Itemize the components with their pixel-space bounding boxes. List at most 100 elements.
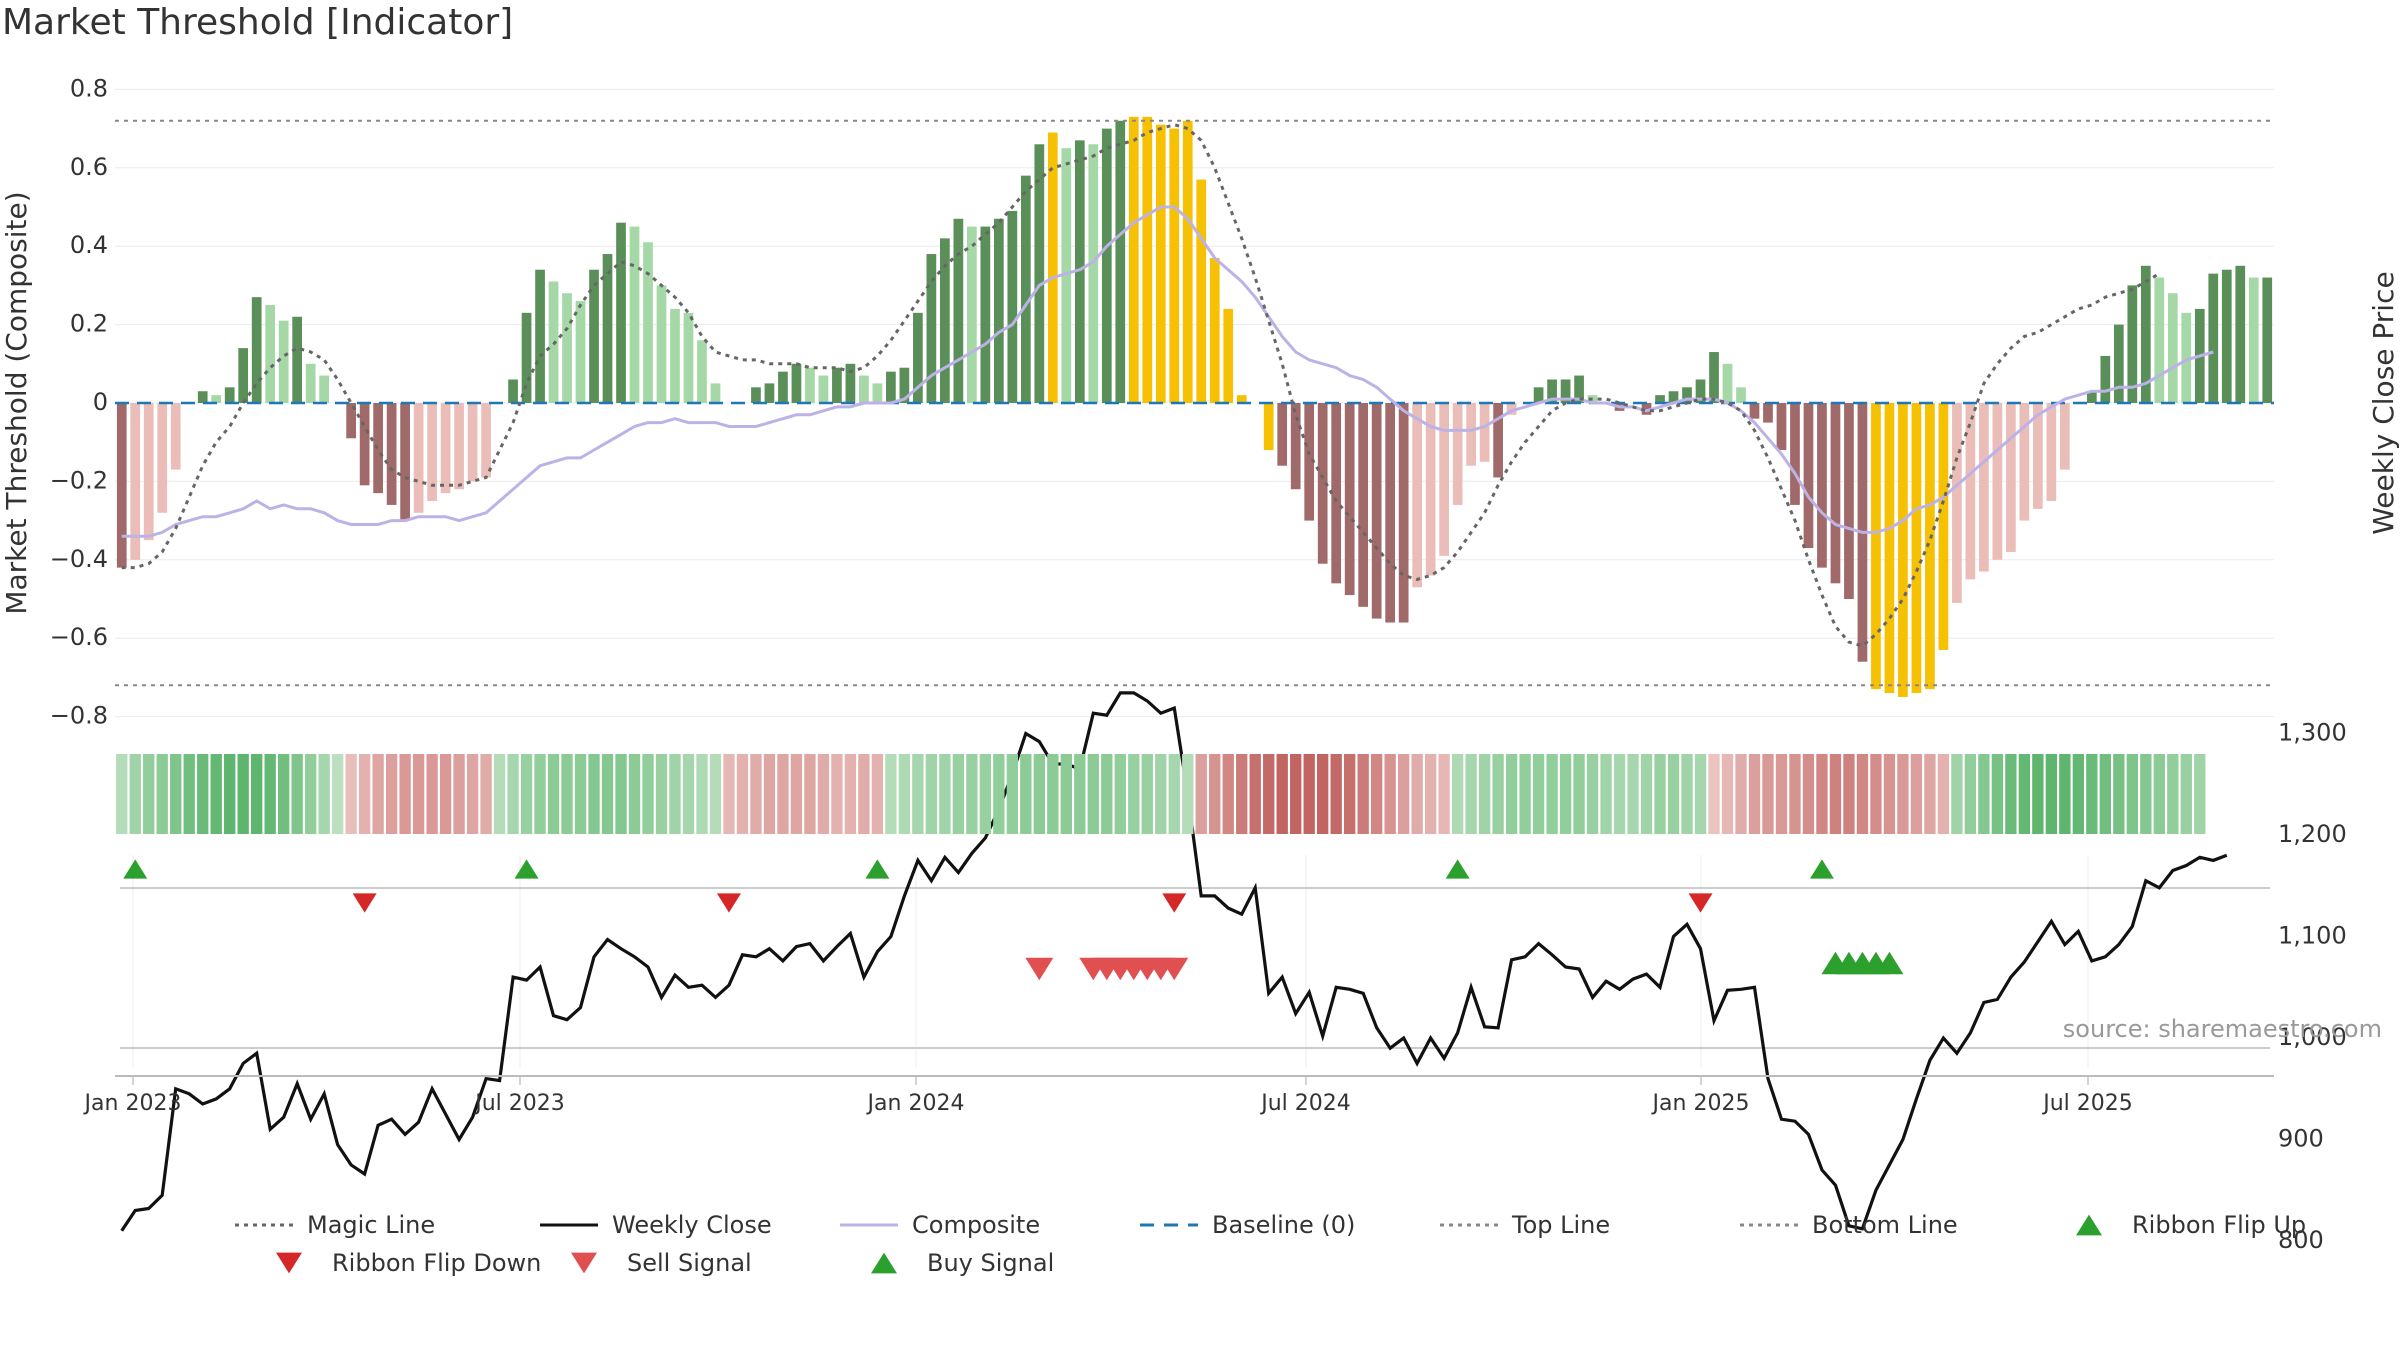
ribbon-cell (1168, 754, 1180, 834)
ribbon-cell (453, 754, 465, 834)
markers-layer (123, 859, 1904, 981)
ribbon-cell (682, 754, 695, 834)
ribbon-cell (1330, 754, 1342, 834)
ribbon-cell (763, 754, 776, 834)
ribbon-cell (898, 754, 911, 834)
ribbon-cell (1586, 754, 1599, 834)
threshold-bar (2208, 273, 2219, 403)
ribbon-cell (426, 754, 438, 834)
threshold-bar (899, 367, 910, 403)
ribbon-cell (1600, 754, 1612, 834)
threshold-bar (346, 403, 356, 439)
legend-swatch (2076, 1214, 2102, 1236)
weekly-close-line (120, 691, 2228, 1232)
ribbon-cell (237, 754, 249, 834)
ribbon-cell (1397, 754, 1410, 834)
threshold-bar (2248, 277, 2259, 403)
ribbon-cell (1897, 754, 1909, 834)
ribbon-cell (885, 754, 897, 834)
legend-item: Weekly Close (540, 1211, 772, 1239)
ribbon-cell (2018, 754, 2031, 834)
ribbon-cell (1344, 754, 1356, 834)
legend-label: Magic Line (307, 1211, 435, 1239)
threshold-bar (1358, 403, 1369, 607)
threshold-bar (265, 305, 276, 403)
threshold-bar (1452, 403, 1463, 505)
threshold-bar (1884, 403, 1895, 694)
ribbon-cell (1222, 754, 1234, 834)
ribbon-cell (844, 754, 857, 834)
ribbon-cell (1478, 754, 1491, 834)
threshold-bar (791, 363, 802, 403)
ribbon-cell (1775, 754, 1788, 834)
y-tick-label: −0.6 (50, 623, 108, 651)
threshold-bar (1493, 403, 1503, 478)
ribbon-cell (561, 754, 573, 834)
x-tick-label: Jan 2024 (866, 1091, 965, 1116)
threshold-bar (1074, 140, 1085, 404)
ribbon-cell (210, 754, 222, 834)
legend-item: Sell Signal (571, 1249, 752, 1277)
ribbon-cell (197, 754, 209, 834)
ribbon-cell (588, 754, 600, 834)
legend-label: Weekly Close (612, 1211, 772, 1239)
y-axis-title: Market Threshold (Composite) (0, 191, 33, 614)
ribbon-cell (1789, 754, 1801, 834)
threshold-bar (197, 391, 208, 403)
ribbon-cell (1910, 754, 1923, 834)
ribbon-cell (129, 754, 141, 834)
threshold-bar (1709, 352, 1719, 403)
ribbon-cell (1033, 754, 1045, 834)
ribbon-cell (399, 754, 411, 834)
ribbon-cell (1438, 754, 1450, 834)
threshold-bar (1776, 403, 1787, 451)
y-tick-label: 0.2 (70, 310, 108, 338)
ribbon-cell (1519, 754, 1531, 834)
ribbon-cell (1236, 754, 1248, 834)
y-tick-label: 0 (93, 388, 108, 416)
ribbon-cell (1694, 754, 1707, 834)
axes-layer: 0.8 0.6 0.4 0.2 0 −0.2 −0.4 −0.6 −0.8 1,300 1,200 1… (0, 74, 2400, 1254)
threshold-bar (1763, 403, 1773, 423)
threshold-bar (1196, 179, 1207, 403)
ribbon-cell (1101, 754, 1113, 834)
threshold-bar (1871, 403, 1881, 690)
threshold-bar (1722, 363, 1733, 403)
threshold-bar (1533, 387, 1544, 403)
threshold-bar (211, 395, 222, 403)
y2-tick-label: 1,300 (2278, 719, 2347, 747)
threshold-bar (764, 383, 775, 403)
ribbon-cell (574, 754, 587, 834)
threshold-bar (1574, 375, 1584, 403)
chart-title: Market Threshold [Indicator] (2, 2, 514, 43)
threshold-bar (292, 316, 303, 403)
ribbon-cell (358, 754, 371, 834)
buy-signal-marker (1875, 951, 1904, 975)
ribbon-cell (1735, 754, 1747, 834)
legend-label: Top Line (1511, 1211, 1610, 1239)
ribbon-cell (304, 754, 317, 834)
y2-tick-label: 1,100 (2278, 922, 2347, 950)
legend-item: Composite (840, 1211, 1040, 1239)
threshold-bar (683, 312, 694, 403)
ribbon-cell (2032, 754, 2044, 834)
grid-layer (115, 88, 2274, 1068)
threshold-bar (305, 363, 316, 403)
ribbon-flip-down-marker (716, 893, 741, 913)
ribbon-cell (1370, 754, 1383, 834)
y2-tick-label: 800 (2278, 1226, 2324, 1254)
ribbon-cell (1357, 754, 1369, 834)
threshold-bar (1412, 403, 1423, 588)
threshold-bar (535, 269, 545, 403)
ribbon-cell (2072, 754, 2085, 834)
ribbon-cell (790, 754, 803, 834)
ribbon-cell (251, 754, 263, 834)
ribbon-cell (993, 754, 1005, 834)
ribbon-cell (331, 754, 344, 834)
ribbon-cell (1559, 754, 1572, 834)
threshold-bar (1101, 128, 1112, 403)
ribbon-cell (183, 754, 195, 834)
threshold-bar (1695, 379, 1706, 403)
x-tick-label: Jan 2023 (83, 1091, 182, 1116)
threshold-bar (1790, 403, 1800, 505)
